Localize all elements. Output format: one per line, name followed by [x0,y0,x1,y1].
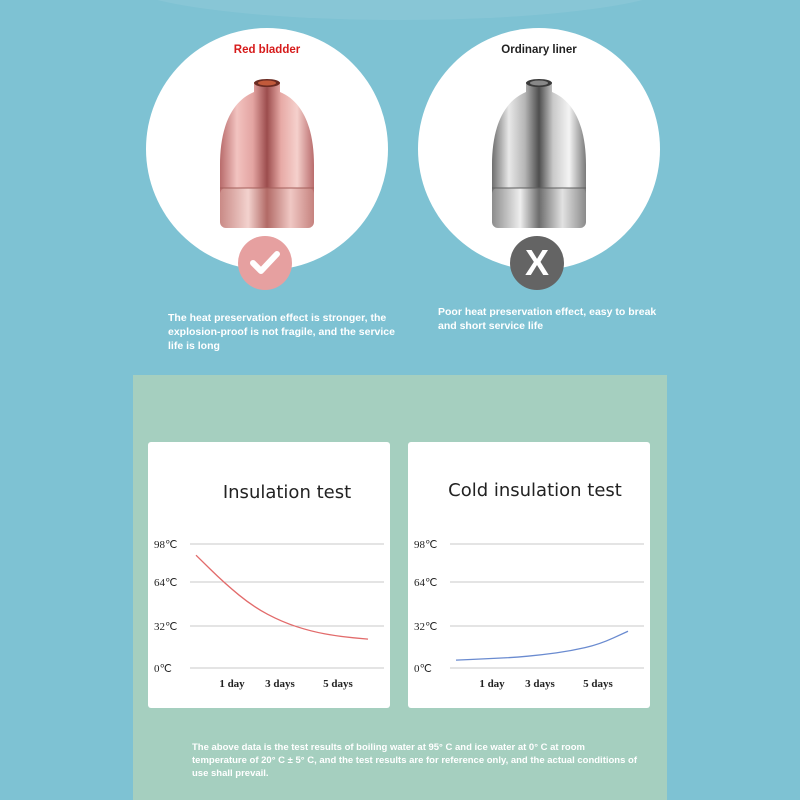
x-tick-label: 3 days [525,678,555,690]
series-line [455,630,629,661]
y-tick-label: 64℃ [414,577,437,589]
cold-insulation-test-title: Cold insulation test [448,480,622,501]
top-decorative-arc [120,0,680,20]
check-icon [250,251,280,274]
cold-insulation-test-chart: 98℃ 64℃ 32℃ 0℃ 1 day 3 days 5 days [414,539,644,690]
x-icon: X [524,242,549,283]
x-tick-label: 3 days [265,678,295,690]
ordinary-liner-title: Ordinary liner [501,44,577,56]
series-line [195,554,369,640]
insulation-test-title: Insulation test [222,482,352,503]
red-bladder-image [220,79,314,228]
red-bladder-title: Red bladder [233,44,301,56]
ordinary-liner-circle: Ordinary liner [418,28,660,270]
y-tick-label: 0℃ [414,663,432,675]
y-tick-label: 32℃ [414,621,437,633]
x-badge: X [510,236,564,290]
x-tick-label: 1 day [479,678,505,690]
test-footnote: The above data is the test results of bo… [192,742,637,779]
y-tick-label: 98℃ [154,539,177,551]
insulation-test-card: Insulation test 98℃ 64℃ 32℃ 0℃ 1 day 3 days 5 … [148,442,390,708]
y-tick-label: 0℃ [154,663,172,675]
y-tick-label: 64℃ [154,577,177,589]
red-bladder-circle: Red bladder [146,28,388,270]
y-tick-label: 32℃ [154,621,177,633]
x-tick-label: 5 days [323,678,353,690]
red-bladder-description: The heat preservation effect is stronger… [168,312,395,352]
check-badge [238,236,292,290]
x-tick-label: 5 days [583,678,613,690]
x-tick-label: 1 day [219,678,245,690]
insulation-test-chart: 98℃ 64℃ 32℃ 0℃ 1 day 3 days 5 days [154,539,384,690]
cold-insulation-test-card: Cold insulation test 98℃ 64℃ 32℃ 0℃ 1 day 3 d… [408,442,650,708]
y-tick-label: 98℃ [414,539,437,551]
ordinary-liner-image [492,79,586,228]
ordinary-liner-description: Poor heat preservation effect, easy to b… [438,306,657,332]
